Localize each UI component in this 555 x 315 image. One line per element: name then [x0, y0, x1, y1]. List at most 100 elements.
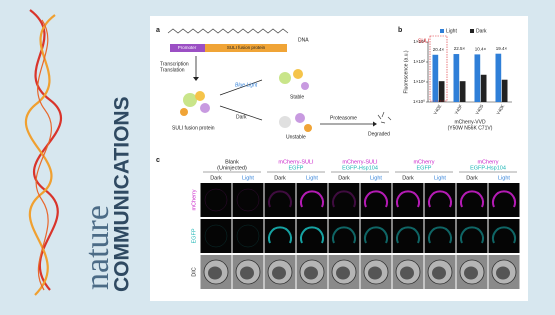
degraded-label: Degraded: [368, 131, 390, 137]
y-tick-label: 1×10³: [413, 39, 425, 44]
bar: [474, 54, 481, 102]
condition-label: Light: [242, 175, 254, 181]
dna-label: DNA: [298, 37, 309, 43]
embryo-signal: [332, 190, 356, 208]
legend-swatch: [470, 29, 474, 33]
condition-label: Dark: [338, 175, 350, 181]
embryo-signal: [300, 190, 324, 208]
condition-label: Dark: [210, 175, 222, 181]
row-label: mCherry: [191, 189, 197, 210]
logo-communications: COMMUNICATIONS: [111, 96, 134, 292]
micrograph: [328, 183, 360, 217]
embryo-signal: [300, 226, 324, 244]
condition-label: Light: [306, 175, 318, 181]
embryo-signal: [364, 226, 388, 244]
row-label: DIC: [191, 267, 197, 277]
y-tick-label: 1×10⁰: [413, 99, 425, 104]
legend-swatch: [440, 29, 444, 33]
column-header: mCherry-SULI: [278, 159, 314, 165]
yolk: [400, 266, 414, 280]
embryo-signal: [268, 190, 292, 208]
bar: [480, 74, 487, 102]
light-label: Blue Light: [235, 82, 258, 88]
micrograph: [200, 219, 232, 253]
embryo-signal: [268, 226, 292, 244]
micrograph: [232, 219, 264, 253]
annotation: SULI: [418, 38, 429, 44]
column-header: EGFP: [417, 165, 432, 171]
panel-label: b: [398, 27, 402, 34]
micrograph: [232, 183, 264, 217]
logo-nature: nature: [79, 205, 116, 290]
fragments: [377, 111, 392, 124]
column-header: EGFP-Hsp104: [470, 165, 506, 171]
column-header: mCherry-SULI: [342, 159, 378, 165]
y-tick-label: 1×10²: [413, 59, 425, 64]
column-header: Blank: [225, 159, 239, 165]
arrow: [219, 105, 263, 121]
arrow: [219, 79, 263, 96]
bar: [438, 81, 445, 102]
legend-label: Light: [446, 28, 457, 34]
column-header: mCherry: [477, 159, 498, 165]
bar: [501, 79, 508, 102]
yolk: [240, 266, 254, 280]
condition-label: Dark: [274, 175, 286, 181]
protein-blobs: [180, 69, 312, 132]
yolk: [304, 266, 318, 280]
condition-label: Light: [498, 175, 510, 181]
yolk: [368, 266, 382, 280]
legend-label: Dark: [476, 28, 487, 34]
fold-label: 10.4×: [475, 47, 487, 52]
embryo-faint: [204, 224, 228, 248]
gene-label: SULI fusion protein: [227, 45, 266, 50]
embryo-faint: [236, 224, 260, 248]
yolk: [208, 266, 222, 280]
yolk: [496, 266, 510, 280]
fold-label: 20.4×: [433, 47, 445, 52]
x-axis-label: mCherry-VVD: [454, 119, 486, 125]
figure-panel: [150, 16, 528, 301]
panel-label: c: [156, 157, 160, 164]
embryo-faint: [204, 188, 228, 212]
yolk: [432, 266, 446, 280]
column-header: mCherry: [413, 159, 434, 165]
x-tick-label: Y40E: [433, 104, 443, 116]
y-tick-label: 1×10¹: [413, 79, 425, 84]
embryo-signal: [396, 226, 420, 244]
bar: [495, 53, 502, 102]
micrograph: [200, 183, 232, 217]
embryo-signal: [460, 226, 484, 244]
promoter-box: [170, 44, 205, 52]
logo-helix: [24, 9, 63, 296]
embryo-signal: [428, 190, 452, 208]
column-header: EGFP: [289, 165, 304, 171]
stable-label: Stable: [290, 94, 304, 100]
embryo-signal: [428, 226, 452, 244]
step-label: Transcription: [160, 61, 189, 67]
x-axis-label: (Y50W N56K C71V): [448, 125, 493, 131]
protein-label: SULI fusion protein: [172, 125, 215, 131]
condition-label: Light: [434, 175, 446, 181]
arrowhead: [373, 121, 377, 127]
dark-label: Dark: [236, 114, 247, 120]
bar: [453, 54, 460, 102]
dna-strand: [167, 28, 289, 34]
annotation-box: [429, 35, 448, 102]
panel-label: a: [156, 27, 160, 34]
condition-label: Light: [370, 175, 382, 181]
embryo-signal: [492, 190, 516, 208]
embryo-signal: [364, 190, 388, 208]
y-axis-label: Fluorescence (a.u.): [403, 50, 409, 93]
yolk: [464, 266, 478, 280]
embryo-signal: [396, 190, 420, 208]
embryo-signal: [332, 226, 356, 244]
promoter-label: Promoter: [178, 45, 197, 50]
condition-label: Dark: [466, 175, 478, 181]
gene-box: [205, 44, 287, 52]
x-tick-label: Y40S: [475, 104, 485, 116]
fold-label: 22.5×: [454, 46, 466, 51]
column-header: (Uninjected): [217, 165, 247, 171]
proteasome-label: Proteasome: [330, 115, 357, 121]
